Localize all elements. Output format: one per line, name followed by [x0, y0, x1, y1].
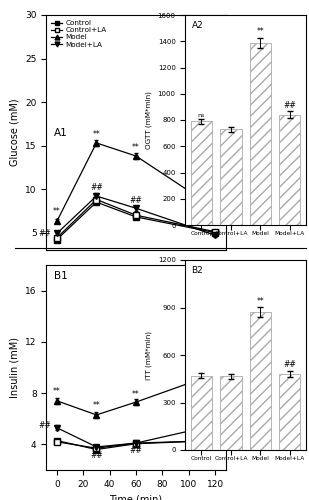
Text: **: **: [53, 207, 61, 216]
Bar: [250, 42, 271, 225]
Text: B1: B1: [53, 271, 67, 281]
Bar: [220, 129, 242, 225]
Text: ##: ##: [90, 183, 103, 192]
Y-axis label: ITT (mM*min): ITT (mM*min): [146, 330, 152, 380]
Text: ##: ##: [283, 360, 296, 369]
X-axis label: Time (min): Time (min): [109, 494, 163, 500]
Bar: [191, 122, 212, 225]
Text: **: **: [93, 402, 100, 410]
Text: ##: ##: [90, 452, 103, 460]
Bar: [191, 376, 212, 450]
Text: ##: ##: [283, 101, 296, 110]
Text: **: **: [132, 390, 140, 399]
Y-axis label: OGTT (mM*min): OGTT (mM*min): [146, 91, 152, 149]
Y-axis label: Insulin (mM): Insulin (mM): [10, 337, 19, 398]
Bar: [250, 312, 271, 450]
Text: **: **: [211, 361, 219, 370]
Text: **: **: [256, 27, 264, 36]
Text: B2: B2: [192, 266, 203, 274]
Text: **: **: [132, 142, 140, 152]
Text: ##: ##: [39, 420, 52, 430]
Text: **: **: [53, 386, 61, 396]
Text: A1: A1: [53, 128, 67, 138]
Text: ##: ##: [209, 229, 222, 238]
Text: A2: A2: [192, 22, 203, 30]
Y-axis label: Glucose (mM): Glucose (mM): [10, 98, 19, 166]
Legend: Control, Control+LA, Model, Model+LA: Control, Control+LA, Model, Model+LA: [50, 18, 108, 49]
Text: ##: ##: [129, 446, 142, 456]
Text: ##: ##: [209, 418, 222, 426]
Bar: [279, 374, 300, 450]
Text: ##: ##: [129, 196, 142, 204]
Bar: [279, 115, 300, 225]
Text: **: **: [93, 130, 100, 138]
Text: **: **: [211, 196, 219, 204]
Text: ##: ##: [39, 230, 52, 238]
Text: **: **: [256, 297, 264, 306]
Text: ns: ns: [198, 113, 205, 118]
Bar: [220, 376, 242, 450]
